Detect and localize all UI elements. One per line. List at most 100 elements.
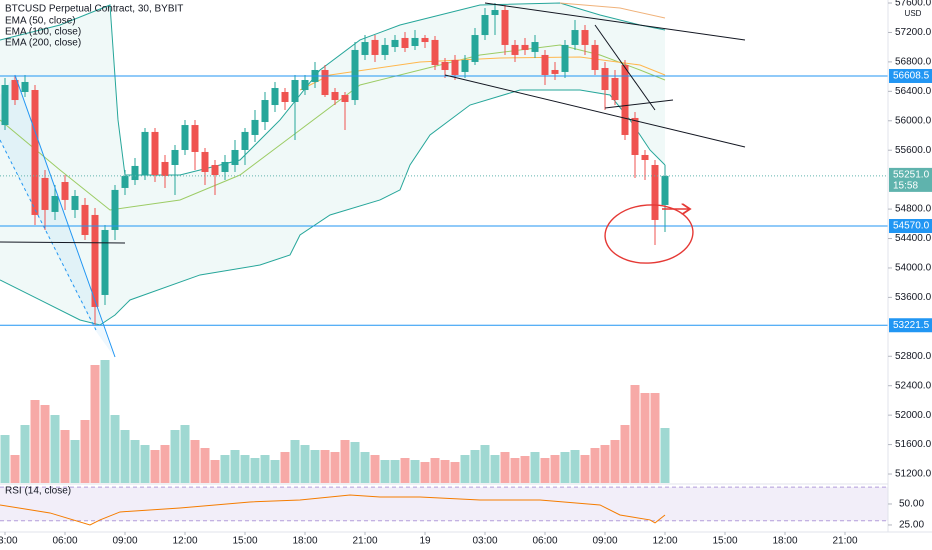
volume-bar: [220, 455, 230, 483]
volume-bar: [640, 393, 650, 483]
trend-line: [444, 74, 746, 148]
annotation-circle: [604, 204, 694, 264]
candle-body: [271, 88, 279, 106]
candle-body: [261, 100, 269, 123]
candle-body: [411, 37, 419, 46]
x-tick-label: 09:00: [112, 536, 137, 547]
y-tick-label: 52800.0: [895, 351, 932, 362]
candle-body: [451, 59, 459, 75]
currency-label: USD: [905, 9, 922, 18]
drawings: [0, 2, 746, 358]
candle-body: [421, 37, 429, 43]
volume-bar: [400, 458, 410, 483]
volume-bar: [210, 460, 220, 483]
candle-body: [341, 95, 349, 103]
y-tick-label: 57200.0: [895, 27, 932, 38]
y-tick-label: 54400.0: [895, 233, 932, 244]
channel-fill: [0, 75, 113, 355]
trend-line: [484, 2, 746, 41]
candle-body: [361, 42, 369, 55]
candle-body: [441, 61, 449, 70]
candle-body: [581, 30, 589, 45]
ema-line: [0, 44, 666, 211]
volume-bar: [170, 430, 180, 483]
candle-body: [131, 165, 139, 181]
candle-body: [231, 149, 239, 165]
y-tick-label: 51200.0: [895, 469, 932, 480]
volume-bar: [90, 365, 100, 483]
candle-body: [631, 117, 639, 155]
candle-body: [391, 39, 399, 48]
x-tick-label: 21:00: [832, 536, 857, 547]
candle-body: [521, 44, 529, 50]
volume-bar: [70, 440, 80, 483]
candle-body: [171, 149, 179, 165]
rsi-tick-label: 50.00: [899, 499, 924, 510]
volume-bar: [190, 440, 200, 483]
rsi-tick-label: 25.00: [899, 520, 924, 531]
price-label-box: [889, 219, 932, 234]
volume-bar: [290, 440, 300, 483]
candle-body: [551, 69, 559, 74]
volume-bar: [180, 425, 190, 483]
volume-bar: [230, 450, 240, 483]
candle-body: [331, 91, 339, 101]
candle-body: [211, 164, 219, 176]
volume-bar: [380, 460, 390, 483]
volume-bar: [310, 450, 320, 483]
candle-body: [571, 30, 579, 45]
chart-title: BTCUSD Perpetual Contract, 30, BYBIT: [5, 4, 183, 15]
y-tick-label: 53600.0: [895, 292, 932, 303]
volume-bar: [350, 442, 360, 483]
volume-bar: [320, 450, 330, 483]
candle-body: [251, 119, 259, 135]
rsi-line: [0, 494, 666, 526]
candle-body: [91, 214, 99, 307]
volume-bar: [590, 448, 600, 483]
last-price-label: 55251.0: [893, 170, 930, 181]
rsi-pane: [0, 486, 888, 526]
rsi-band: [0, 487, 888, 521]
x-tick-label: 09:00: [592, 536, 617, 547]
volume-bar: [270, 460, 280, 483]
volume-bar: [370, 455, 380, 483]
x-tick-label: 18:00: [292, 536, 317, 547]
legend-entry: EMA (100, close): [5, 27, 81, 38]
volume-bar: [300, 445, 310, 483]
volume-bar: [120, 430, 130, 483]
x-tick-label: 06:00: [532, 536, 557, 547]
volume-bar: [30, 400, 40, 483]
price-label-box: [889, 318, 932, 333]
x-tick-label: 18:00: [772, 536, 797, 547]
candle-body: [111, 189, 119, 230]
candle-body: [1, 85, 9, 126]
ema-line: [299, 56, 666, 91]
volume-bar: [420, 462, 430, 483]
candle-body: [141, 131, 149, 176]
candle-body: [641, 154, 649, 160]
x-tick-label: 21:00: [352, 536, 377, 547]
volume-bar: [280, 452, 290, 483]
volume-bar: [200, 448, 210, 483]
volume-bar: [480, 445, 490, 483]
trend-line: [0, 241, 126, 244]
candle-body: [461, 59, 469, 72]
volume-bar: [550, 455, 560, 483]
candle-body: [11, 79, 19, 101]
volume-bar: [650, 393, 660, 483]
volume-bar: [80, 420, 90, 483]
volume-bar: [560, 452, 570, 483]
candle-body: [531, 42, 539, 52]
candle-body: [601, 68, 609, 91]
volume-bar: [580, 455, 590, 483]
volume-bar: [160, 445, 170, 483]
x-tick-label: 19: [419, 536, 431, 547]
candle-body: [61, 181, 69, 200]
volume-bar: [250, 458, 260, 483]
volume-bar: [130, 440, 140, 483]
candle-body: [611, 78, 619, 101]
candle-body: [431, 39, 439, 65]
volume-bar: [470, 450, 480, 483]
x-tick-label: 15:00: [232, 536, 257, 547]
